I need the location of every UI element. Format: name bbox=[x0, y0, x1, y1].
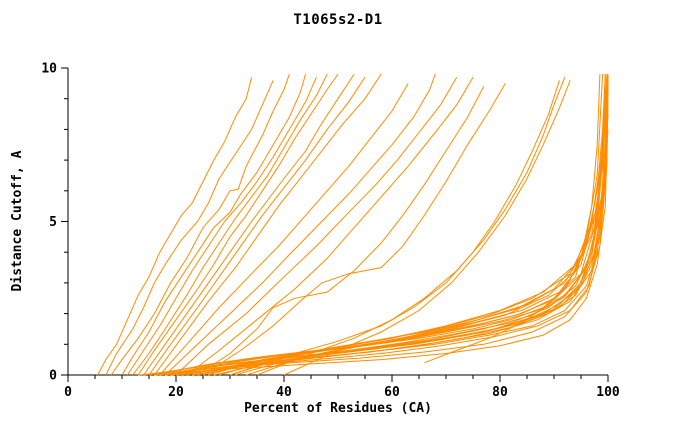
model-curve bbox=[186, 80, 606, 376]
model-curve bbox=[132, 73, 328, 376]
y-tick-label: 0 bbox=[49, 369, 57, 384]
model-curve bbox=[165, 83, 609, 376]
chart-title: T1065s2-D1 bbox=[293, 12, 383, 28]
model-curve bbox=[424, 74, 606, 364]
model-curve bbox=[229, 74, 609, 376]
model-curve bbox=[159, 83, 409, 376]
x-tick-label: 0 bbox=[64, 385, 72, 400]
model-curve bbox=[197, 74, 608, 376]
model-curve bbox=[105, 80, 274, 376]
model-curve bbox=[202, 74, 609, 376]
model-curve bbox=[164, 73, 436, 376]
model-curve bbox=[154, 104, 609, 376]
x-tick-label: 40 bbox=[276, 385, 292, 400]
x-tick-label: 60 bbox=[384, 385, 400, 400]
model-curve bbox=[148, 76, 366, 376]
y-tick-label: 10 bbox=[41, 62, 57, 77]
model-curve bbox=[154, 74, 604, 376]
model-curve bbox=[97, 77, 253, 376]
model-curve bbox=[186, 76, 474, 376]
model-curve bbox=[246, 74, 609, 376]
model-curve bbox=[121, 73, 307, 376]
model-curve bbox=[138, 83, 609, 376]
y-tick-label: 5 bbox=[49, 215, 57, 230]
model-curve bbox=[175, 76, 458, 376]
model-curve bbox=[283, 80, 571, 376]
model-curve bbox=[126, 76, 317, 376]
model-curve bbox=[219, 77, 609, 376]
model-curve bbox=[256, 77, 566, 376]
model-curve bbox=[165, 77, 606, 376]
model-curve bbox=[143, 73, 355, 376]
model-curve bbox=[143, 89, 609, 376]
x-axis-label: Percent of Residues (CA) bbox=[244, 401, 432, 416]
model-curve bbox=[202, 83, 506, 376]
model-curve bbox=[170, 80, 609, 376]
model-curve bbox=[153, 73, 382, 376]
x-tick-label: 20 bbox=[168, 385, 184, 400]
model-curve bbox=[110, 73, 290, 376]
x-tick-label: 80 bbox=[492, 385, 508, 400]
model-curve bbox=[175, 74, 606, 376]
x-tick-label: 100 bbox=[596, 385, 620, 400]
model-curve bbox=[197, 86, 485, 376]
model-curve bbox=[213, 77, 609, 376]
model-curve bbox=[137, 73, 339, 376]
